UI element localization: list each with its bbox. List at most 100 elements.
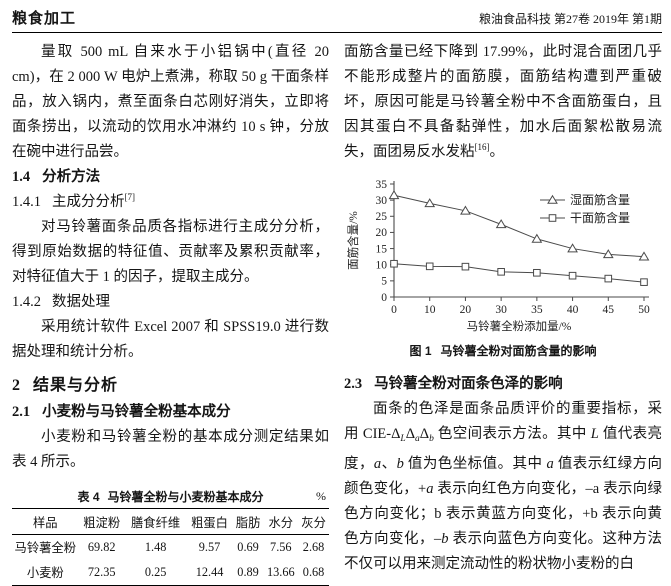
figure-1: 0 5 10 15 20 25 30 35 0 10 20 30 35 40 45 50 面筋含量/% 马铃薯全粉… [344, 176, 662, 359]
figure-caption-label: 图 1 [409, 344, 432, 358]
table-header-cell: 膳食纤维 [131, 516, 181, 530]
table-cell: 小麦粉 [26, 566, 64, 580]
paragraph-table-intro: 小麦粉和马铃薯全粉的基本成分测定结果如表 4 所示。 [12, 429, 329, 470]
heading-number: 1.4.1 [12, 194, 41, 210]
text-segment: a [415, 434, 420, 444]
paragraph-text: 面筋含量已经下降到 17.99%，此时混合面团几乎不能形成整片的面筋膜，面筋结构… [344, 44, 662, 160]
svg-text:40: 40 [567, 304, 579, 316]
text-segment: 表示向蓝色方向变化。这种方法不仅可以用来测定流动性的粉状物小麦粉的白 [344, 531, 663, 572]
text-segment: L [400, 434, 406, 444]
svg-text:干面筋含量: 干面筋含量 [570, 210, 630, 225]
heading-title: 分析方法 [42, 169, 101, 185]
table-header-row: 样品 粗淀粉 膳食纤维 粗蛋白 脂肪 水分 灰分 [12, 509, 329, 535]
svg-text:30: 30 [376, 195, 388, 207]
table-caption-title: 马铃薯全粉与小麦粉基本成分 [107, 490, 264, 504]
reference-superscript: [7] [124, 192, 136, 203]
heading-title: 小麦粉与马铃薯全粉基本成分 [42, 404, 231, 420]
left-column: 量取 500 mL 自来水于小铝锅中(直径 20 cm)，在 2 000 W 电… [12, 40, 329, 586]
table-cell: 1.48 [144, 539, 167, 554]
svg-text:25: 25 [376, 211, 388, 223]
heading-1-4: 1.4 分析方法 [12, 165, 329, 190]
two-column-layout: 量取 500 mL 自来水于小铝锅中(直径 20 cm)，在 2 000 W 电… [12, 40, 662, 586]
paragraph-color-space: 面条的色泽是面条品质评价的重要指标，采用 CIE-ΔLΔaΔb 色空间表示方法。… [344, 397, 662, 577]
table-cell: 马铃薯全粉 [14, 541, 77, 555]
header-divider [12, 32, 662, 33]
table-row: 马铃薯全粉 69.82 1.48 9.57 0.69 7.56 2.68 [12, 535, 329, 561]
table-unit-label: % [316, 489, 326, 503]
figure-caption-title: 马铃薯全粉对面筋含量的影响 [440, 344, 597, 358]
text-segment: 值代表亮度， [344, 426, 663, 472]
svg-text:马铃薯全粉添加量/%: 马铃薯全粉添加量/% [467, 319, 572, 333]
table-4: 样品 粗淀粉 膳食纤维 粗蛋白 脂肪 水分 灰分 马铃薯全粉 69.82 1.48 9.57 0.6… [12, 508, 329, 586]
table-cell: 13.66 [266, 564, 295, 579]
table-header-cell: 脂肪 [235, 516, 261, 530]
heading-2-1: 2.1 小麦粉与马铃薯全粉基本成分 [12, 400, 329, 425]
paragraph-pca: 对马铃薯面条品质各指标进行主成分分析，得到原始数据的特征值、贡献率及累积贡献率，… [12, 219, 329, 285]
text-segment: Δ [419, 426, 430, 442]
text-segment: b [396, 456, 404, 472]
table-4-body: 马铃薯全粉 69.82 1.48 9.57 0.69 7.56 2.68 小麦粉 72.35 0.… [12, 535, 329, 586]
text-segment: 面条的色泽是面条品质评价的重要指标，采用 CIE-Δ [344, 401, 662, 442]
table-cell: 2.68 [302, 539, 325, 554]
table-header-cell: 灰分 [301, 516, 326, 530]
paragraph-text: 。 [489, 144, 505, 160]
table-cell: 0.69 [237, 539, 259, 554]
table-4-caption: 表 4 马铃薯全粉与小麦粉基本成分 % [12, 488, 329, 505]
heading-title: 马铃薯全粉对面条色泽的影响 [374, 376, 563, 392]
heading-number: 2.3 [344, 376, 363, 392]
heading-2: 2 结果与分析 [12, 375, 329, 397]
table-cell: 69.82 [87, 539, 116, 554]
text-segment: 表示向红色方向变化，–a 表示向绿色方向变化；b 表示黄蓝方向变化，+b 表示向… [344, 481, 662, 547]
text-segment: 色空间表示方法。其中 [433, 426, 591, 442]
svg-text:湿面筋含量: 湿面筋含量 [570, 192, 630, 207]
text-segment: b [441, 531, 449, 547]
heading-1-4-1: 1.4.1 主成分分析[7] [12, 190, 329, 215]
text-segment: 、 [381, 456, 397, 472]
text-segment: a [426, 481, 434, 497]
table-header-cell: 粗淀粉 [83, 516, 121, 530]
svg-text:35: 35 [376, 179, 388, 191]
table-row: 小麦粉 72.35 0.25 12.44 0.89 13.66 0.68 [12, 560, 329, 586]
table-header-cell: 水分 [268, 516, 294, 530]
text-segment: L [590, 426, 599, 442]
svg-text:0: 0 [391, 304, 397, 316]
heading-title: 数据处理 [52, 294, 110, 310]
table-cell: 9.57 [198, 539, 221, 554]
table-cell: 0.25 [144, 564, 167, 579]
table-cell: 7.56 [270, 539, 292, 554]
table-cell: 0.89 [237, 564, 259, 579]
page-header: 粮食加工 粮油食品科技 第27卷 2019年 第1期 [12, 7, 662, 28]
paragraph-data-processing: 采用统计软件 Excel 2007 和 SPSS19.0 进行数据处理和统计分析… [12, 319, 329, 360]
svg-text:0: 0 [381, 292, 387, 304]
figure-1-chart: 0 5 10 15 20 25 30 35 0 10 20 30 35 40 45 50 面筋含量/% 马铃薯全粉… [346, 179, 650, 333]
table-4-head: 样品 粗淀粉 膳食纤维 粗蛋白 脂肪 水分 灰分 [12, 509, 329, 535]
heading-number: 2 [12, 377, 20, 394]
svg-text:30: 30 [495, 304, 507, 316]
svg-text:45: 45 [603, 304, 615, 316]
text-segment: 值表示红绿方向颜色变化，+ [344, 456, 663, 497]
text-segment: Δ [405, 426, 416, 442]
table-cell: 12.44 [195, 564, 224, 579]
text-segment: b [429, 434, 434, 444]
header-journal-info: 粮油食品科技 第27卷 2019年 第1期 [478, 12, 662, 26]
svg-text:面筋含量/%: 面筋含量/% [346, 211, 360, 270]
heading-title: 主成分分析 [52, 194, 125, 210]
heading-number: 2.1 [12, 404, 31, 420]
svg-text:10: 10 [376, 260, 388, 272]
svg-text:35: 35 [531, 304, 543, 316]
heading-number: 1.4.2 [12, 294, 41, 310]
paragraph-gluten-content: 面筋含量已经下降到 17.99%，此时混合面团几乎不能形成整片的面筋膜，面筋结构… [344, 40, 662, 165]
figure-1-caption: 图 1 马铃薯全粉对面筋含量的影响 [344, 342, 662, 359]
heading-title: 结果与分析 [33, 377, 119, 394]
paragraph-cooking-method: 量取 500 mL 自来水于小铝锅中(直径 20 cm)，在 2 000 W 电… [12, 44, 329, 160]
svg-text:10: 10 [424, 304, 436, 316]
table-header-cell: 样品 [32, 516, 58, 530]
header-section-title: 粮食加工 [12, 10, 77, 27]
table-caption-label: 表 4 [77, 490, 100, 504]
table-header-cell: 粗蛋白 [191, 516, 228, 530]
svg-text:20: 20 [376, 227, 388, 239]
table-cell: 72.35 [87, 564, 116, 579]
heading-2-3: 2.3 马铃薯全粉对面条色泽的影响 [344, 372, 662, 397]
svg-text:50: 50 [638, 304, 650, 316]
